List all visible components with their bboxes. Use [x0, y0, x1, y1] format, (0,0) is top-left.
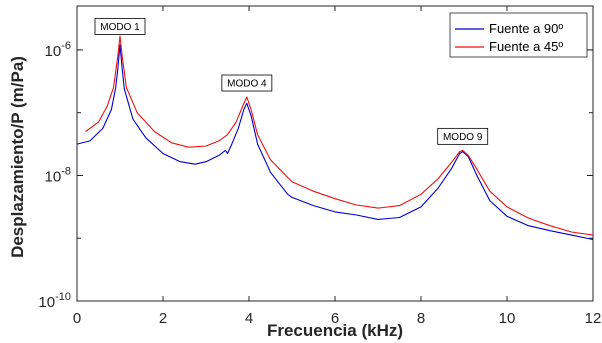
annotation-box: [437, 127, 489, 145]
annotation-box: [221, 74, 273, 92]
y-tick-label: 10-10: [38, 291, 71, 311]
series-line-90: [76, 44, 594, 241]
ticks-layer: 0 2 4 6 8 10 12 10-6 10-8 10-10: [38, 6, 601, 327]
x-tick-label: 2: [159, 310, 167, 327]
x-tick-label: 8: [417, 310, 425, 327]
annotation-label: MODO 4: [227, 79, 267, 90]
legend: Fuente a 90º Fuente a 45º: [449, 12, 588, 58]
series-line-45: [85, 35, 594, 236]
x-tick-label: 6: [331, 310, 339, 327]
x-axis-label: Frecuencia (kHz): [267, 321, 403, 340]
y-axis-label: Desplazamiento/P (m/Pa): [8, 56, 27, 258]
legend-label-90: Fuente a 90º: [489, 21, 563, 36]
y-tick-label: 10-6: [45, 40, 71, 60]
x-tick-label: 4: [245, 310, 253, 327]
annotation-label: MODO 1: [100, 22, 140, 33]
annotation-label: MODO 9: [443, 132, 483, 143]
x-tick-label: 0: [73, 310, 81, 327]
series-layer: [76, 35, 594, 241]
annotations: MODO 1 MODO 4 MODO 9: [94, 18, 489, 145]
legend-label-45: Fuente a 45º: [489, 39, 563, 54]
x-tick-label: 10: [499, 310, 516, 327]
legend-box: [449, 12, 588, 58]
annotation-box: [94, 18, 146, 35]
y-tick-label: 10-8: [45, 165, 71, 185]
x-tick-label: 12: [585, 310, 602, 327]
